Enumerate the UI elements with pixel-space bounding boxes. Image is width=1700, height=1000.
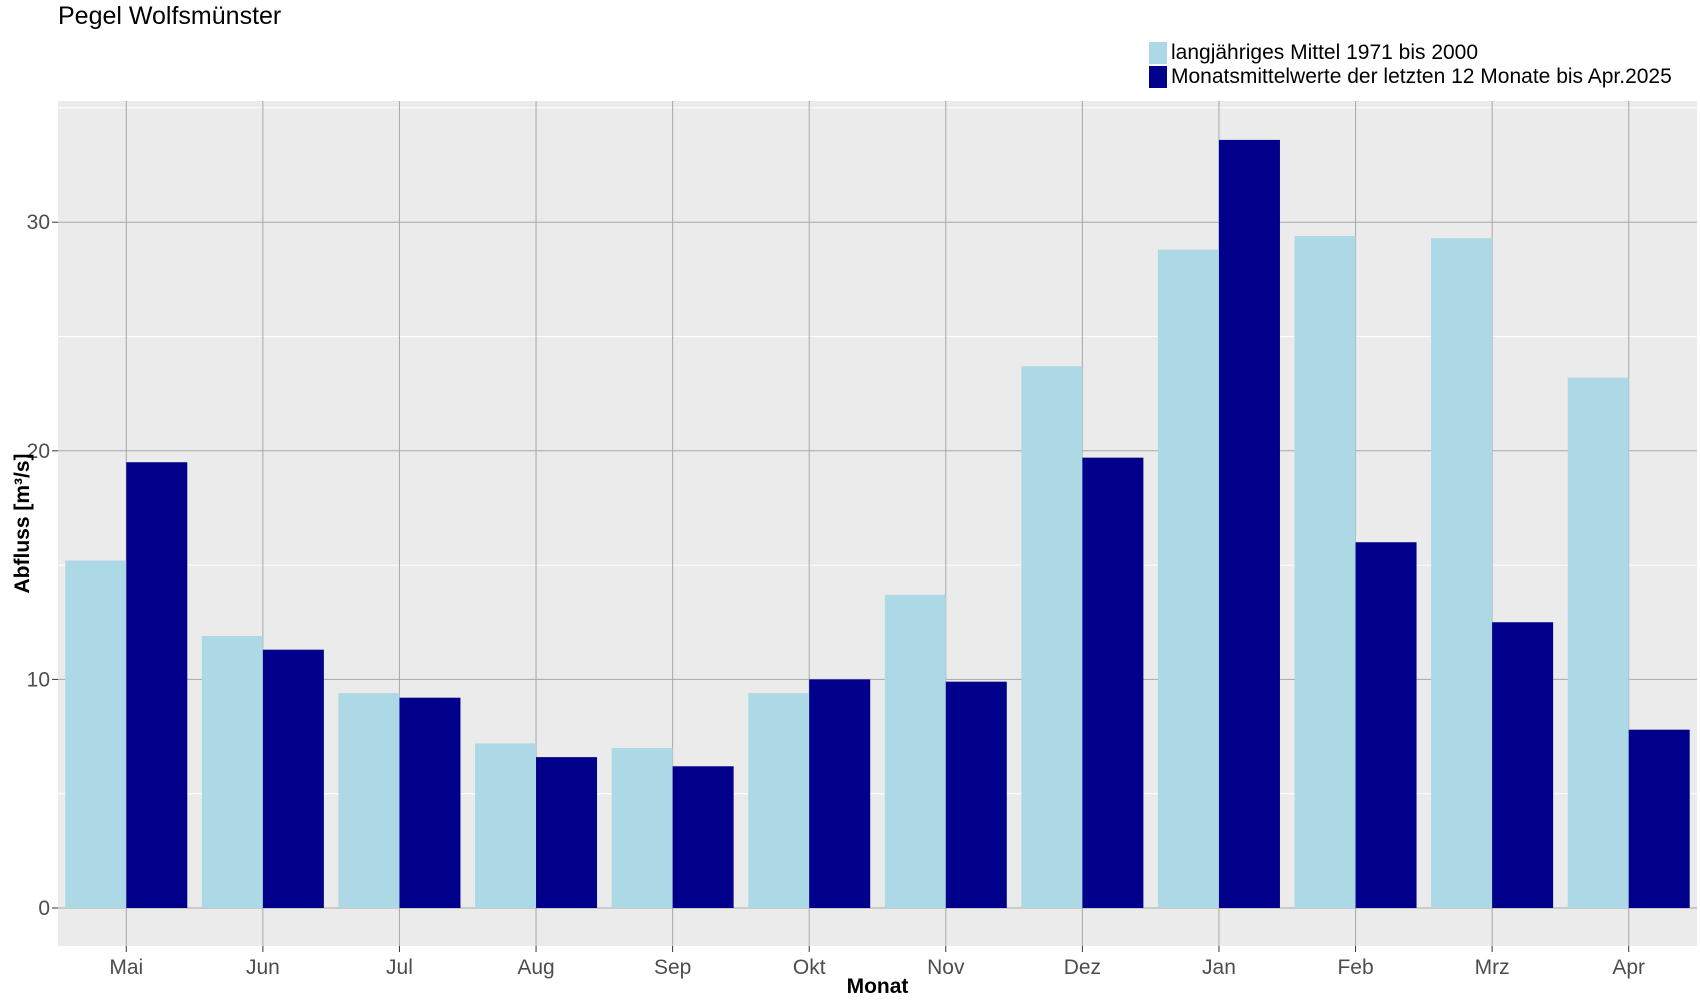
- y-axis-title: Abfluss [m³/s]: [11, 453, 34, 593]
- x-tick-label: Feb: [1337, 956, 1373, 979]
- bar-recent-monthly: [1628, 729, 1690, 908]
- bar-longterm-mean: [884, 594, 946, 908]
- bar-recent-monthly: [1218, 139, 1280, 909]
- x-tick-label: Nov: [927, 956, 965, 979]
- legend-item-longterm-mean: langjähriges Mittel 1971 bis 2000: [1149, 41, 1672, 65]
- bars: [65, 139, 1690, 909]
- bar-recent-monthly: [399, 697, 461, 908]
- legend-label-recent-monthly: Monatsmittelwerte der letzten 12 Monate …: [1171, 65, 1672, 88]
- bar-longterm-mean: [338, 693, 400, 908]
- x-tick-label: Jul: [386, 956, 413, 979]
- bar-longterm-mean: [1431, 238, 1493, 908]
- legend: langjähriges Mittel 1971 bis 2000 Monats…: [1149, 41, 1672, 89]
- bar-longterm-mean: [201, 635, 263, 908]
- x-tick-label: Apr: [1612, 956, 1645, 979]
- bar-recent-monthly: [809, 679, 871, 908]
- x-tick-label: Okt: [793, 956, 826, 979]
- bar-longterm-mean: [1021, 366, 1083, 908]
- bar-recent-monthly: [126, 462, 188, 908]
- legend-swatch-recent-monthly: [1149, 66, 1167, 88]
- x-axis-title: Monat: [847, 975, 909, 998]
- x-tick-label: Jan: [1202, 956, 1236, 979]
- x-axis-ticks: Mai Jun Jul Aug Sep Okt Nov Dez Jan Feb Mrz Apr: [109, 946, 1645, 979]
- legend-swatch-longterm-mean: [1149, 42, 1167, 64]
- x-tick-label: Dez: [1064, 956, 1101, 979]
- bar-longterm-mean: [1567, 377, 1629, 908]
- y-tick-label: 30: [27, 211, 50, 234]
- y-axis-ticks: 0 10 20 30: [27, 211, 58, 920]
- grid-minor: [58, 107, 1697, 795]
- x-tick-label: Mrz: [1475, 956, 1510, 979]
- y-tick-label: 10: [27, 668, 50, 691]
- bar-recent-monthly: [536, 757, 598, 908]
- bar-recent-monthly: [1355, 542, 1417, 908]
- y-tick-label: 0: [38, 897, 50, 920]
- x-tick-label: Mai: [109, 956, 143, 979]
- bar-recent-monthly: [262, 649, 324, 908]
- bar-recent-monthly: [1082, 457, 1144, 908]
- plot-panel: [58, 101, 1697, 946]
- x-tick-label: Sep: [654, 956, 691, 979]
- bar-recent-monthly: [945, 681, 1007, 908]
- bar-longterm-mean: [475, 743, 537, 908]
- bar-recent-monthly: [1492, 622, 1554, 908]
- bar-longterm-mean: [748, 693, 810, 908]
- bar-longterm-mean: [1294, 235, 1356, 908]
- y-tick-label: 20: [27, 440, 50, 463]
- bar-longterm-mean: [1157, 249, 1219, 908]
- chart-title: Pegel Wolfsmünster: [58, 2, 282, 30]
- bar-longterm-mean: [611, 747, 673, 908]
- legend-label-longterm-mean: langjähriges Mittel 1971 bis 2000: [1171, 41, 1479, 64]
- bar-recent-monthly: [672, 766, 734, 908]
- legend-item-recent-monthly: Monatsmittelwerte der letzten 12 Monate …: [1149, 65, 1672, 89]
- x-tick-label: Jun: [246, 956, 280, 979]
- x-tick-label: Aug: [517, 956, 554, 979]
- bar-longterm-mean: [65, 560, 127, 908]
